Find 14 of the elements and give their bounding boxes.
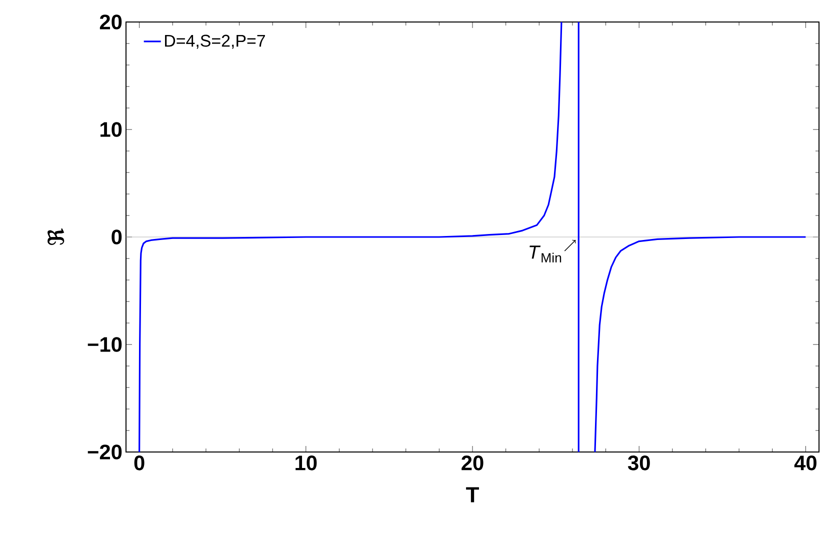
x-tick-label: 40	[794, 456, 816, 470]
annotation: T$_{Min}$	[530, 246, 562, 262]
y-tick-label: 10	[100, 122, 122, 137]
x-axis-title: T	[466, 487, 479, 502]
x-tick-label: 0	[134, 456, 144, 470]
x-tick-label: 30	[628, 456, 650, 470]
y-tick-label: 20	[100, 14, 122, 30]
x-tick-label: 20	[462, 456, 484, 470]
x-tick-label: 10	[296, 456, 317, 470]
y-tick-label: 0	[112, 230, 122, 244]
y-axis-title: ℜ	[48, 228, 64, 246]
legend-label: D=4,S=2,P=7	[165, 34, 265, 49]
y-tick-label: −20	[88, 444, 122, 460]
y-tick-label: −10	[88, 337, 122, 352]
